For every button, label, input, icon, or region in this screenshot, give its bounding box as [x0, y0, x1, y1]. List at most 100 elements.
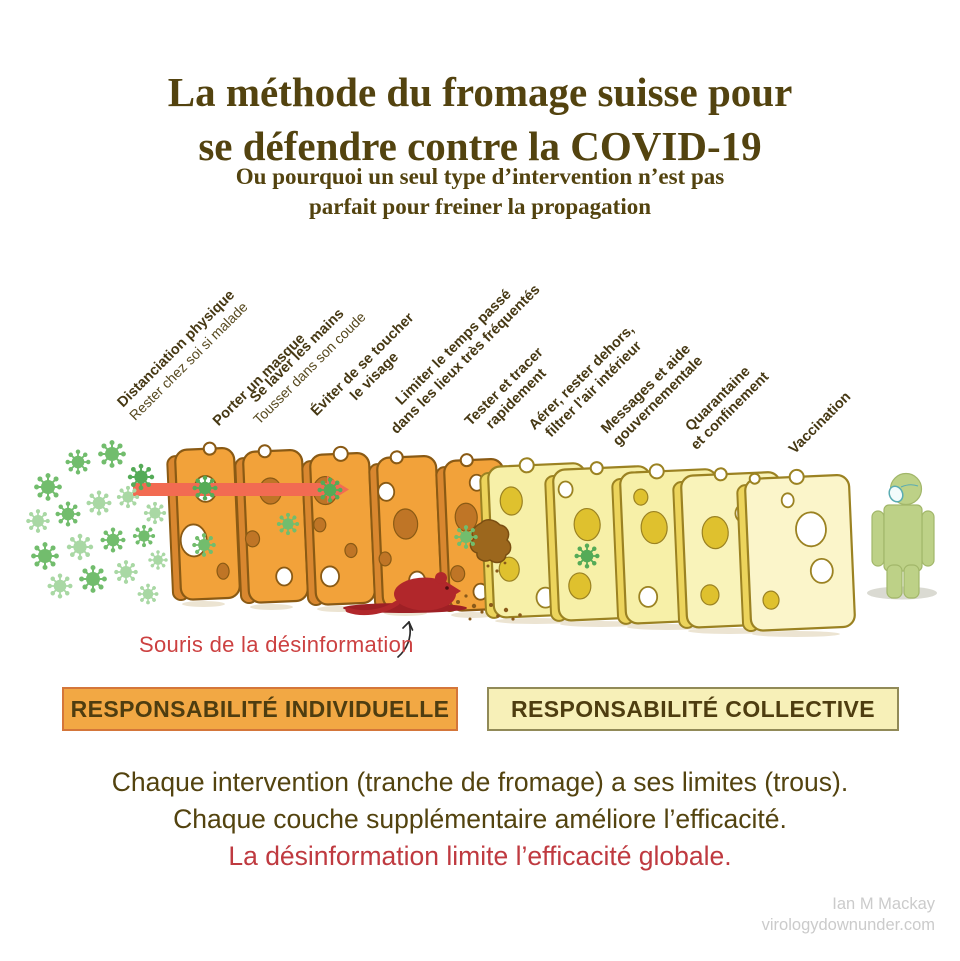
cheese-hole — [557, 480, 574, 499]
cheese-notch — [748, 472, 761, 485]
credit-site: virologydownunder.com — [761, 916, 935, 934]
cheese-slice-1 — [166, 441, 241, 602]
virus-icon — [574, 543, 600, 569]
cheese-hole — [795, 511, 827, 548]
cheese-notch — [589, 461, 604, 476]
misinformation-mouse-icon — [343, 572, 467, 616]
crumb — [495, 569, 499, 573]
virus-icon — [98, 440, 126, 468]
virus-icon — [132, 524, 156, 548]
protected-person-icon — [867, 472, 937, 600]
cheese-notch — [518, 457, 535, 474]
cheese-hole — [275, 566, 294, 587]
crumb — [486, 564, 490, 568]
virus-icon — [114, 560, 138, 584]
virus-icon — [31, 542, 59, 570]
cheese-notch — [713, 467, 728, 482]
slice-shadow — [250, 604, 293, 610]
virus-icon — [137, 583, 159, 605]
cheese-hole — [568, 572, 592, 600]
crumb — [464, 594, 468, 598]
cheese-hole — [701, 516, 729, 550]
cheese-slice-4 — [368, 450, 443, 611]
cheese-notch — [332, 445, 349, 462]
virus-icon — [66, 533, 94, 561]
cheese-hole — [762, 590, 780, 610]
crumb — [518, 613, 522, 617]
cheese-crumbs — [456, 561, 522, 621]
cheese-notch — [648, 463, 665, 480]
cheese-notch — [459, 453, 474, 468]
slice-shadow — [752, 631, 840, 637]
cheese-hole — [700, 584, 720, 606]
virus-icon — [317, 477, 343, 503]
crumb — [511, 617, 515, 621]
cheese-hole — [780, 492, 795, 509]
slice-shadow — [182, 601, 225, 607]
crumb — [496, 614, 500, 618]
virus-icon — [148, 550, 168, 570]
slice-shadow — [451, 612, 494, 618]
virus-icon — [192, 475, 218, 501]
individual-responsibility-banner: RESPONSABILITÉ INDIVIDUELLE — [62, 687, 458, 731]
cheese-hole — [320, 565, 340, 588]
virus-icon — [100, 527, 126, 553]
cheese-hole — [640, 510, 668, 545]
crumb — [503, 607, 509, 613]
cheese-hole — [450, 565, 466, 583]
virus-icon — [55, 501, 81, 527]
cheese-hole — [244, 530, 261, 548]
virus-icon — [276, 512, 300, 536]
cheese-notch — [788, 468, 805, 485]
explanation-line-1: Chaque intervention (tranche de fromage)… — [111, 767, 849, 797]
cheese-hole — [216, 562, 230, 580]
subtitle-line-1: Ou pourquoi un seul type d’intervention … — [235, 164, 725, 189]
face-mask-icon — [888, 484, 919, 503]
bite-hole — [469, 519, 512, 564]
cheese-hole — [638, 585, 659, 608]
cheese-slice-10 — [736, 468, 856, 633]
virus-icon — [86, 490, 112, 516]
virus-icon — [65, 449, 91, 475]
explanation-line-2: Chaque couche supplémentaire améliore l’… — [173, 804, 787, 834]
explanation-text: Chaque intervention (tranche de fromage)… — [0, 764, 960, 875]
cheese-hole — [499, 486, 523, 516]
explanation-line-3: La désinformation limite l’efficacité gl… — [228, 841, 732, 871]
page-title: La méthode du fromage suisse pour se déf… — [0, 65, 960, 173]
page-subtitle: Ou pourquoi un seul type d’intervention … — [0, 162, 960, 222]
crumb — [480, 610, 484, 614]
transmission-arrow — [133, 476, 349, 503]
caption-arrow — [397, 621, 414, 658]
virus-icon — [34, 473, 62, 501]
cheese-hole — [633, 488, 649, 506]
credit-author: Ian M Mackay — [832, 895, 935, 913]
cheese-slices — [166, 441, 856, 637]
collective-responsibility-banner: RESPONSABILITÉ COLLECTIVE — [487, 687, 899, 731]
cheese-hole — [809, 557, 834, 584]
crumb — [468, 617, 472, 621]
virus-icon — [47, 573, 73, 599]
virus-icon — [192, 533, 216, 557]
cheese-hole — [377, 481, 396, 502]
virus-icon — [79, 565, 107, 593]
virus-icon — [116, 485, 140, 509]
virus-icon — [127, 463, 155, 491]
title-line-2: se défendre contre la COVID-19 — [198, 123, 762, 170]
virus-icon — [454, 525, 478, 549]
virus-icon — [26, 509, 50, 533]
subtitle-line-2: parfait pour freiner la propagation — [308, 194, 652, 219]
cheese-slice-3 — [301, 445, 376, 607]
cheese-hole — [393, 508, 419, 540]
cheese-hole — [573, 507, 601, 542]
mouse-caption: Souris de la désinformation — [139, 632, 414, 657]
cheese-notch — [257, 444, 272, 459]
crumb — [503, 561, 507, 565]
cheese-notch — [202, 441, 217, 456]
cheese-hole — [344, 542, 358, 559]
crumb — [489, 603, 493, 607]
crumb — [471, 603, 477, 609]
crumb — [456, 600, 460, 604]
title-line-1: La méthode du fromage suisse pour — [167, 69, 793, 116]
